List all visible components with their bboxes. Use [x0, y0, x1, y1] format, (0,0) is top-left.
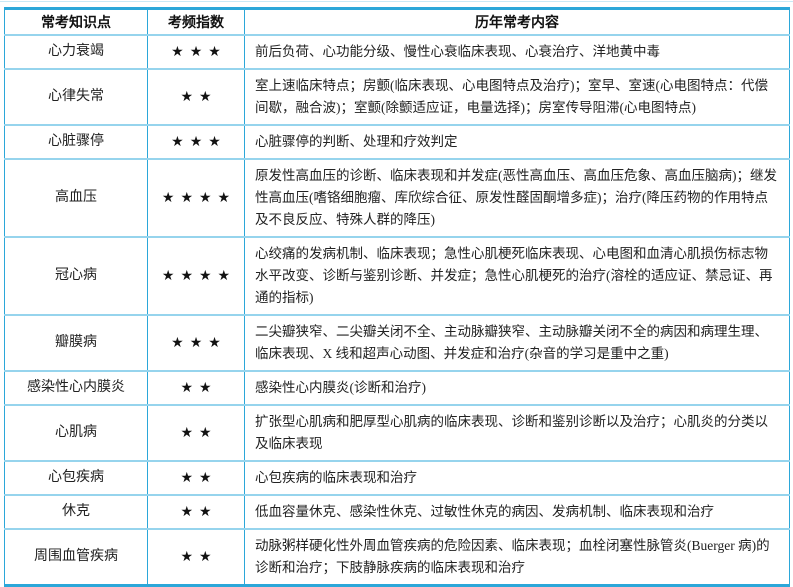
frequency-stars-cell: ★★: [147, 404, 245, 461]
frequency-stars-cell: ★★★★: [147, 236, 245, 315]
knowledge-points-table: 常考知识点 考频指数 历年常考内容 心力衰竭 ★★★ 前后负荷、心功能分级、慢性…: [4, 7, 790, 587]
table-row: 高血压 ★★★★ 原发性高血压的诊断、临床表现和并发症(恶性高血压、高血压危象、…: [4, 158, 790, 237]
column-header-frequency-index: 考频指数: [147, 8, 245, 35]
star-rating: ★★: [180, 504, 218, 520]
star-rating: ★★: [180, 549, 218, 565]
table-row: 冠心病 ★★★★ 心绞痛的发病机制、临床表现；急性心肌梗死临床表现、心电图和血清…: [4, 236, 790, 315]
table-row: 心力衰竭 ★★★ 前后负荷、心功能分级、慢性心衰临床表现、心衰治疗、洋地黄中毒: [4, 34, 790, 69]
knowledge-point-cell: 心肌病: [4, 404, 148, 461]
table-row: 心律失常 ★★ 室上速临床特点；房颤(临床表现、心电图特点及治疗)；室早、室速(…: [4, 68, 790, 125]
knowledge-point-label: 高血压: [55, 190, 97, 205]
star-rating: ★★: [180, 470, 218, 486]
knowledge-point-cell: 冠心病: [4, 236, 148, 315]
exam-content-text: 扩张型心肌病和肥厚型心肌病的临床表现、诊断和鉴别诊断以及治疗；心肌炎的分类以及临…: [255, 414, 768, 451]
star-rating: ★★★: [171, 44, 227, 60]
knowledge-point-cell: 周围血管疾病: [4, 528, 148, 586]
table-row: 周围血管疾病 ★★ 动脉粥样硬化性外周血管疾病的危险因素、临床表现；血栓闭塞性脉…: [4, 528, 790, 586]
table-row: 心肌病 ★★ 扩张型心肌病和肥厚型心肌病的临床表现、诊断和鉴别诊断以及治疗；心肌…: [4, 404, 790, 461]
frequency-stars-cell: ★★★★: [147, 158, 245, 237]
column-header-knowledge-point: 常考知识点: [41, 14, 111, 30]
table-row: 心包疾病 ★★ 心包疾病的临床表现和治疗: [4, 460, 790, 495]
knowledge-point-cell: 瓣膜病: [4, 314, 148, 371]
star-rating: ★★★: [171, 134, 227, 150]
knowledge-point-cell: 心律失常: [4, 68, 148, 125]
frequency-stars-cell: ★★: [147, 460, 245, 495]
knowledge-point-label: 心力衰竭: [48, 44, 104, 59]
frequency-stars-cell: ★★: [147, 370, 245, 405]
knowledge-point-cell: 心脏骤停: [4, 124, 148, 159]
column-header-exam-content: 历年常考内容: [244, 8, 790, 35]
star-rating: ★★★: [171, 335, 227, 351]
exam-content-text: 心脏骤停的判断、处理和疗效判定: [255, 134, 458, 149]
exam-content-text: 心绞痛的发病机制、临床表现；急性心肌梗死临床表现、心电图和血清心肌损伤标志物水平…: [255, 246, 773, 305]
exam-content-cell: 感染性心内膜炎(诊断和治疗): [244, 370, 790, 405]
exam-content-text: 感染性心内膜炎(诊断和治疗): [255, 380, 426, 395]
exam-content-cell: 心包疾病的临床表现和治疗: [244, 460, 790, 495]
exam-content-text: 室上速临床特点；房颤(临床表现、心电图特点及治疗)；室早、室速(心电图特点：代偿…: [255, 78, 768, 115]
star-rating: ★★★★: [161, 190, 237, 206]
table-row: 感染性心内膜炎 ★★ 感染性心内膜炎(诊断和治疗): [4, 370, 790, 405]
star-rating: ★★: [180, 380, 218, 396]
knowledge-point-label: 感染性心内膜炎: [27, 380, 125, 395]
exam-content-cell: 心脏骤停的判断、处理和疗效判定: [244, 124, 790, 159]
exam-content-cell: 室上速临床特点；房颤(临床表现、心电图特点及治疗)；室早、室速(心电图特点：代偿…: [244, 68, 790, 125]
knowledge-point-label: 休克: [62, 504, 90, 519]
frequency-stars-cell: ★★: [147, 528, 245, 586]
exam-content-text: 低血容量休克、感染性休克、过敏性休克的病因、发病机制、临床表现和治疗: [255, 504, 714, 519]
exam-content-cell: 二尖瓣狭窄、二尖瓣关闭不全、主动脉瓣狭窄、主动脉瓣关闭不全的病因和病理生理、临床…: [244, 314, 790, 371]
star-rating: ★★★★: [161, 268, 237, 284]
knowledge-point-label: 心包疾病: [48, 470, 104, 485]
exam-content-text: 原发性高血压的诊断、临床表现和并发症(恶性高血压、高血压危象、高血压脑病)；继发…: [255, 168, 777, 227]
exam-content-cell: 动脉粥样硬化性外周血管疾病的危险因素、临床表现；血栓闭塞性脉管炎(Buerger…: [244, 528, 790, 586]
exam-content-text: 心包疾病的临床表现和治疗: [255, 470, 417, 485]
exam-content-cell: 扩张型心肌病和肥厚型心肌病的临床表现、诊断和鉴别诊断以及治疗；心肌炎的分类以及临…: [244, 404, 790, 461]
frequency-stars-cell: ★★★: [147, 34, 245, 69]
knowledge-point-cell: 心包疾病: [4, 460, 148, 495]
knowledge-point-label: 冠心病: [55, 268, 97, 283]
exam-content-text: 二尖瓣狭窄、二尖瓣关闭不全、主动脉瓣狭窄、主动脉瓣关闭不全的病因和病理生理、临床…: [255, 324, 768, 361]
header-row: 常考知识点 考频指数 历年常考内容: [5, 8, 790, 35]
frequency-stars-cell: ★★★: [147, 124, 245, 159]
knowledge-point-label: 心律失常: [48, 89, 104, 104]
knowledge-point-cell: 休克: [4, 494, 148, 529]
knowledge-point-cell: 感染性心内膜炎: [4, 370, 148, 405]
table-body: 心力衰竭 ★★★ 前后负荷、心功能分级、慢性心衰临床表现、心衰治疗、洋地黄中毒 …: [4, 34, 790, 586]
page-top-edge-line: [0, 1, 793, 2]
frequency-stars-cell: ★★: [147, 494, 245, 529]
frequency-stars-cell: ★★★: [147, 314, 245, 371]
exam-content-text: 前后负荷、心功能分级、慢性心衰临床表现、心衰治疗、洋地黄中毒: [255, 44, 660, 59]
knowledge-point-label: 心肌病: [55, 425, 97, 440]
table-row: 心脏骤停 ★★★ 心脏骤停的判断、处理和疗效判定: [4, 124, 790, 159]
table-row: 瓣膜病 ★★★ 二尖瓣狭窄、二尖瓣关闭不全、主动脉瓣狭窄、主动脉瓣关闭不全的病因…: [4, 314, 790, 371]
star-rating: ★★: [180, 425, 218, 441]
exam-content-cell: 前后负荷、心功能分级、慢性心衰临床表现、心衰治疗、洋地黄中毒: [244, 34, 790, 69]
frequency-stars-cell: ★★: [147, 68, 245, 125]
knowledge-point-label: 周围血管疾病: [34, 549, 118, 564]
knowledge-point-cell: 高血压: [4, 158, 148, 237]
knowledge-point-label: 心脏骤停: [48, 134, 104, 149]
table-row: 休克 ★★ 低血容量休克、感染性休克、过敏性休克的病因、发病机制、临床表现和治疗: [4, 494, 790, 529]
exam-content-cell: 低血容量休克、感染性休克、过敏性休克的病因、发病机制、临床表现和治疗: [244, 494, 790, 529]
exam-content-cell: 心绞痛的发病机制、临床表现；急性心肌梗死临床表现、心电图和血清心肌损伤标志物水平…: [244, 236, 790, 315]
knowledge-point-cell: 心力衰竭: [4, 34, 148, 69]
star-rating: ★★: [180, 89, 218, 105]
exam-content-cell: 原发性高血压的诊断、临床表现和并发症(恶性高血压、高血压危象、高血压脑病)；继发…: [244, 158, 790, 237]
knowledge-point-label: 瓣膜病: [55, 335, 97, 350]
exam-content-text: 动脉粥样硬化性外周血管疾病的危险因素、临床表现；血栓闭塞性脉管炎(Buerger…: [255, 538, 770, 575]
